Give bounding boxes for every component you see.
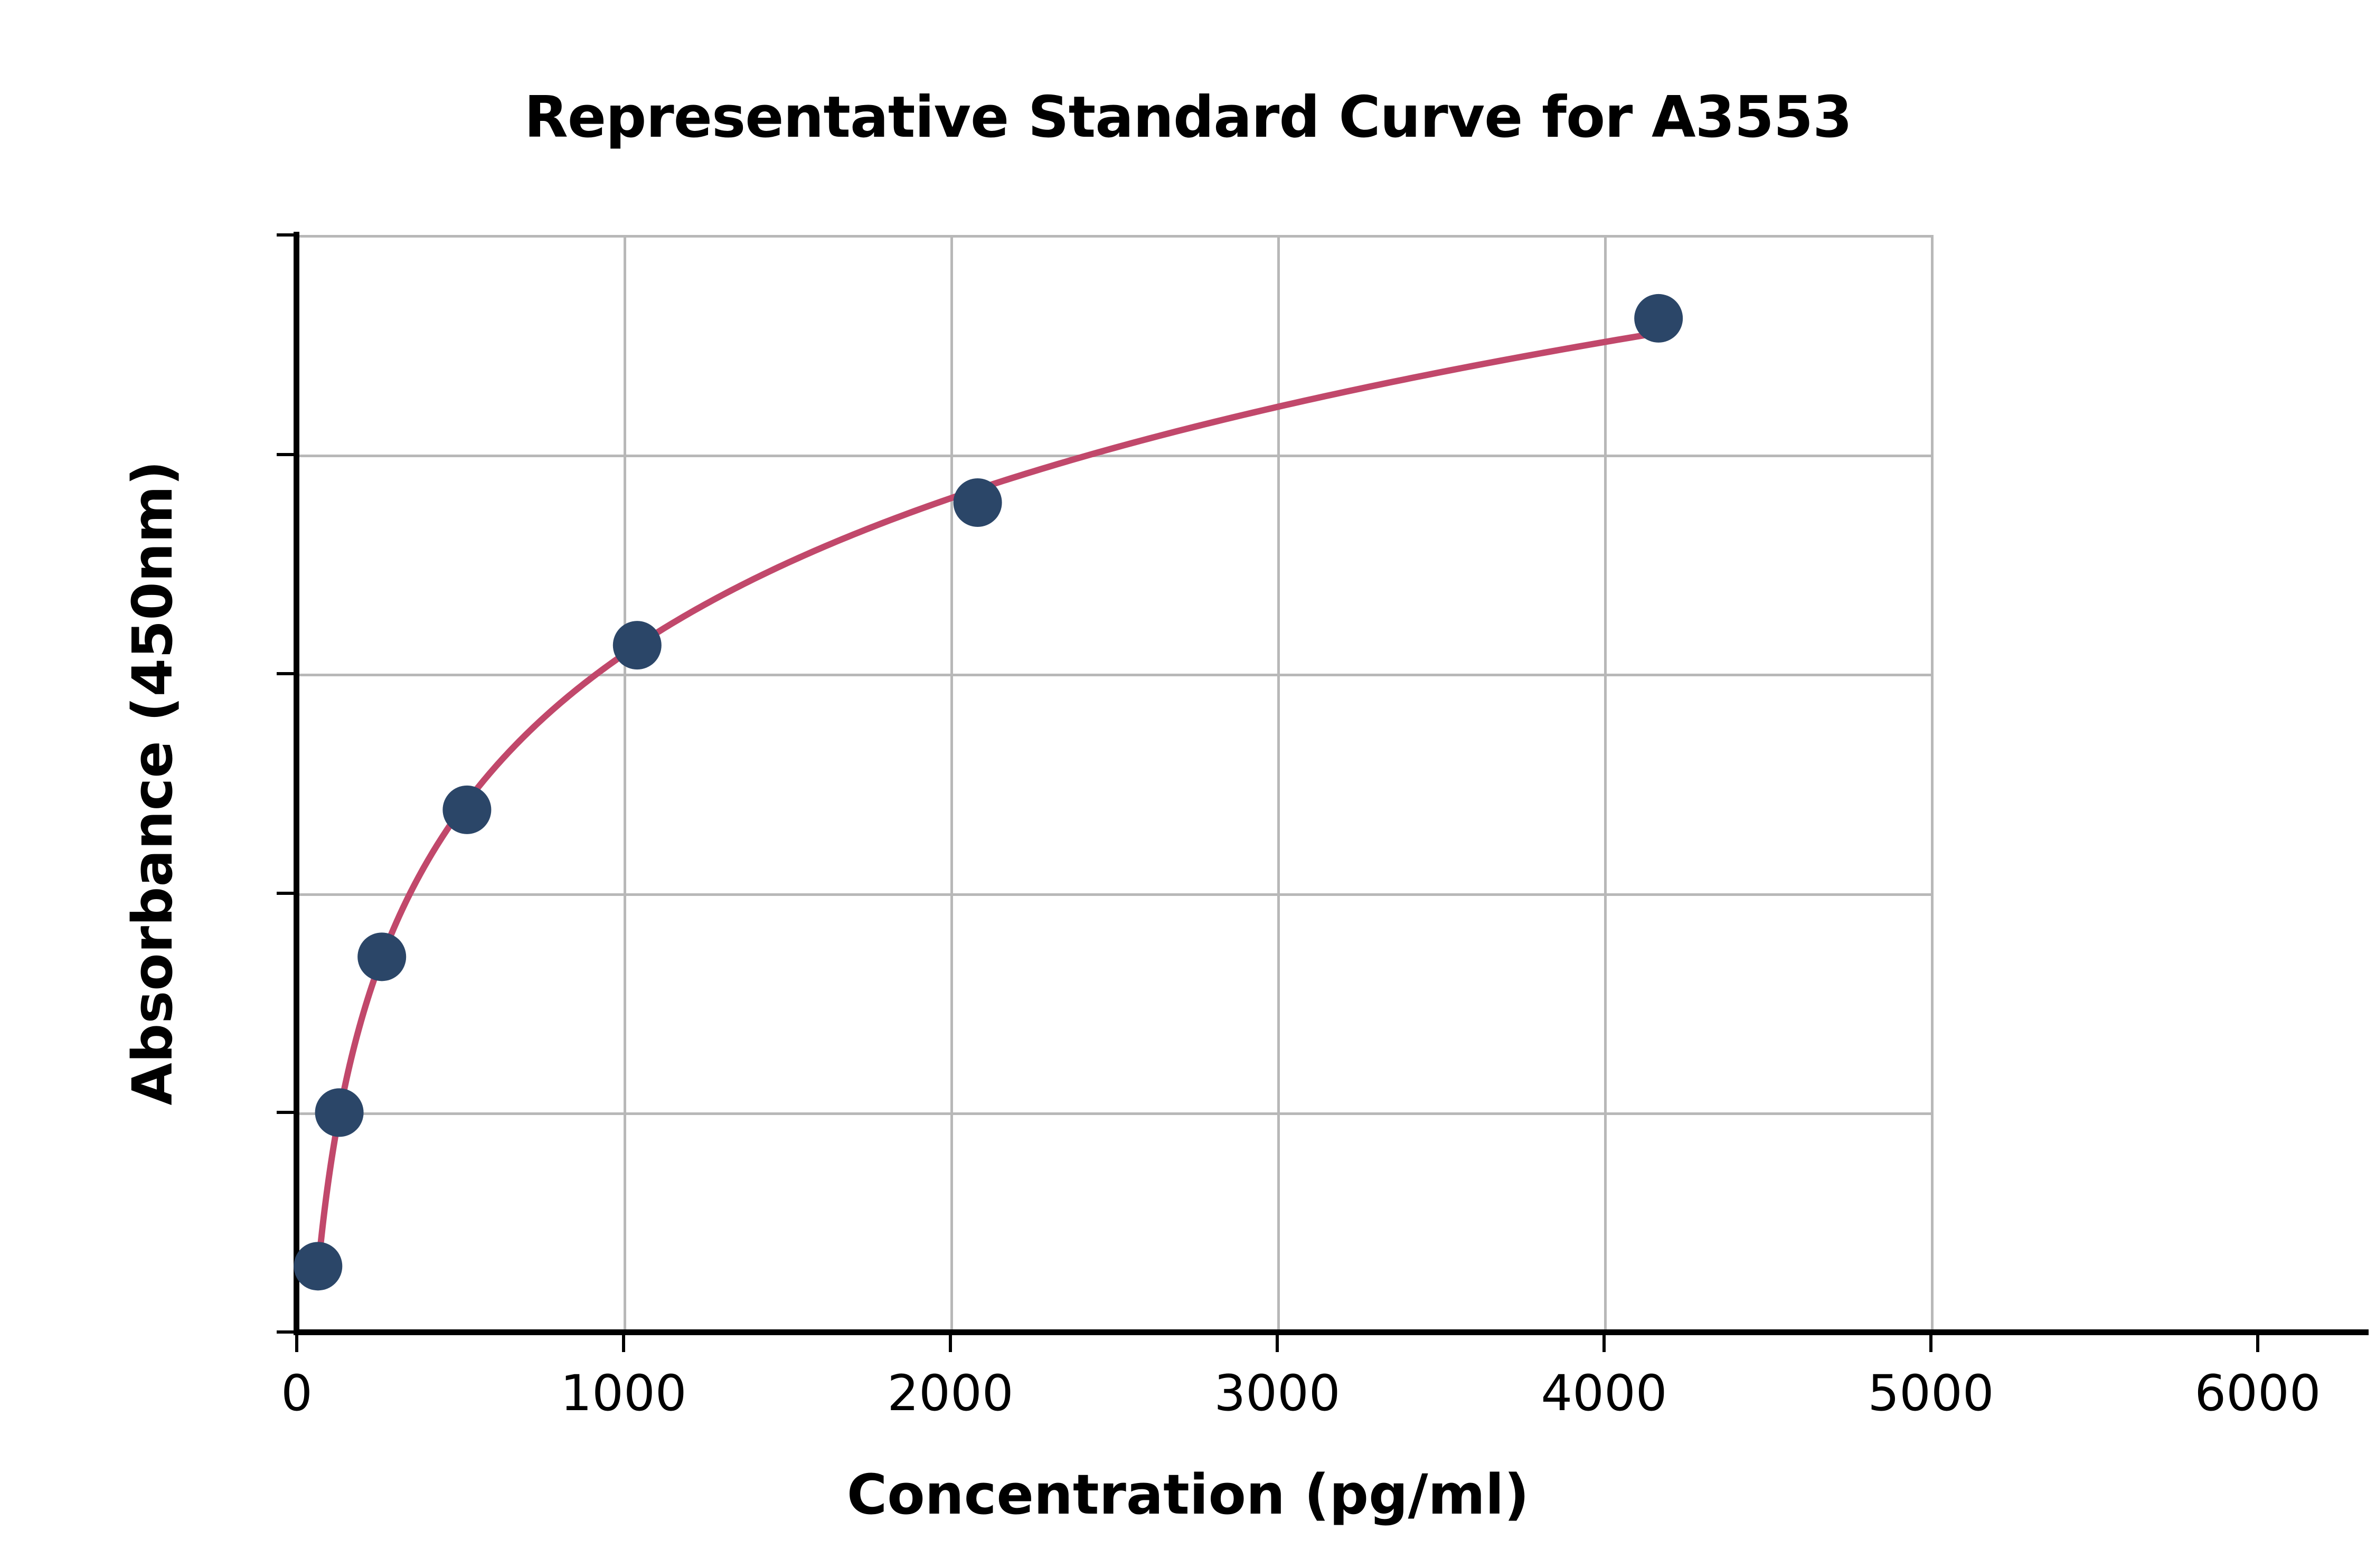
x-tick-1000 <box>622 1332 625 1352</box>
x-ticklabel-5000: 5000 <box>1868 1365 1994 1422</box>
x-tick-5000 <box>1929 1332 1932 1352</box>
y-tick-0_5 <box>277 1111 297 1114</box>
x-tick-2000 <box>949 1332 952 1352</box>
x-ticklabel-0: 0 <box>281 1365 313 1422</box>
x-ticklabel-1000: 1000 <box>560 1365 687 1422</box>
x-axis-spine <box>294 1329 2369 1335</box>
x-tick-3000 <box>1276 1332 1279 1352</box>
y-tick-2_0 <box>277 452 297 456</box>
gridline-x-1000 <box>624 235 626 1332</box>
y-tick-1_5 <box>277 672 297 676</box>
gridline-y-2_5 <box>297 235 1931 238</box>
gridline-y-0_5 <box>297 1112 1931 1116</box>
y-tick-2_5 <box>277 233 297 237</box>
y-axis-title: Absorbance (450nm) <box>120 460 185 1106</box>
gridline-y-1_5 <box>297 674 1931 677</box>
y-axis-spine <box>294 232 299 1335</box>
x-ticklabel-4000: 4000 <box>1541 1365 1667 1422</box>
x-tick-0 <box>295 1332 298 1352</box>
gridline-y-2_0 <box>297 454 1931 457</box>
page-title: Representative Standard Curve for A3553 <box>524 84 1852 150</box>
x-axis-title: Concentration (pg/ml) <box>846 1462 1530 1527</box>
gridline-y-1_0 <box>297 893 1931 896</box>
plot-area <box>297 235 1934 1332</box>
gridline-x-3000 <box>1277 235 1280 1332</box>
x-ticklabel-3000: 3000 <box>1214 1365 1341 1422</box>
x-ticklabel-6000: 6000 <box>2194 1365 2321 1422</box>
gridline-x-5000 <box>1931 235 1934 1332</box>
gridline-x-2000 <box>950 235 953 1332</box>
x-ticklabel-2000: 2000 <box>887 1365 1014 1422</box>
x-tick-4000 <box>1602 1332 1606 1352</box>
y-tick-1_0 <box>277 891 297 895</box>
y-tick-0_0 <box>277 1330 297 1334</box>
x-tick-6000 <box>2256 1332 2259 1352</box>
gridline-x-4000 <box>1604 235 1607 1332</box>
